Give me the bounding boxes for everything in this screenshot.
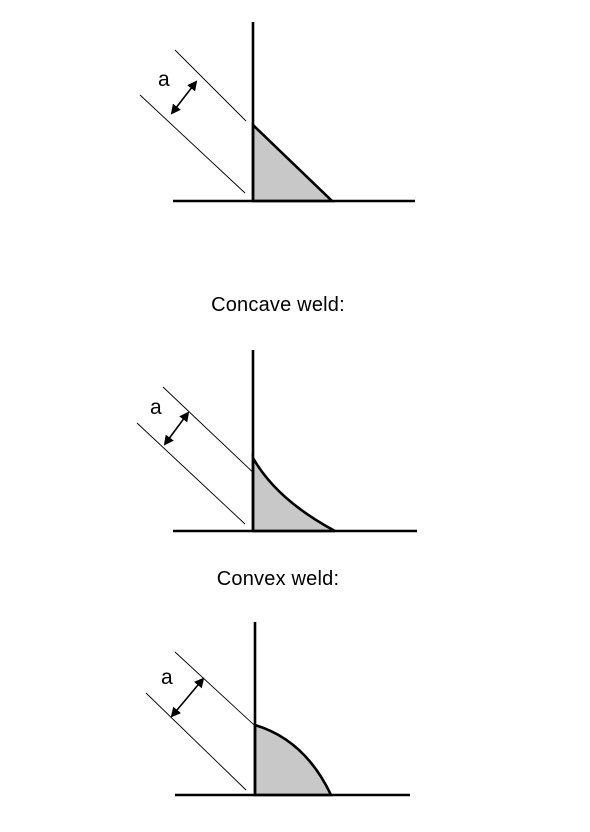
throat-dimension-arrow [163, 411, 190, 446]
convex-weld-diagram: a [145, 622, 410, 797]
throat-label: a [158, 68, 170, 91]
dimension-guide-line-lower [145, 692, 247, 791]
dimension-guide-line-lower [136, 422, 246, 525]
throat-dimension-arrow [170, 80, 198, 115]
concave-weld-diagram: a [136, 350, 417, 533]
throat-label: a [150, 396, 162, 419]
flat-weld-diagram: a [139, 22, 415, 203]
concave-weld-caption: Concave weld: [211, 294, 345, 316]
weld-bead [251, 453, 336, 533]
weld-bead [253, 723, 334, 797]
throat-dimension-arrow [170, 677, 205, 718]
dimension-guide-line-lower [139, 94, 246, 194]
convex-weld-caption: Convex weld: [216, 568, 340, 590]
dimension-guide-line-upper [174, 49, 247, 122]
weld-bead [251, 121, 336, 203]
throat-label: a [161, 666, 173, 689]
